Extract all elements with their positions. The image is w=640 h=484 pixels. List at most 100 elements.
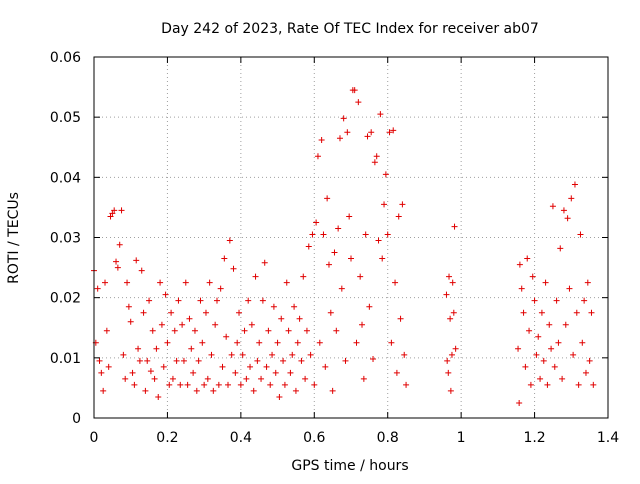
- data-point: [450, 309, 457, 316]
- data-point: [210, 387, 217, 394]
- data-point: [289, 351, 296, 358]
- data-point: [234, 339, 241, 346]
- data-point: [173, 357, 180, 364]
- data-point: [206, 279, 213, 286]
- data-point: [164, 339, 171, 346]
- data-point: [579, 339, 586, 346]
- data-point: [379, 255, 386, 262]
- data-point: [171, 327, 178, 334]
- data-point: [447, 315, 454, 322]
- data-point: [582, 369, 589, 376]
- data-point: [362, 231, 369, 238]
- data-point: [388, 339, 395, 346]
- data-point: [331, 249, 338, 256]
- data-point: [166, 381, 173, 388]
- data-point: [560, 207, 567, 214]
- x-tick-label: 1.2: [523, 430, 545, 446]
- data-point: [105, 363, 112, 370]
- data-point: [397, 315, 404, 322]
- data-point: [520, 309, 527, 316]
- y-tick-label: 0.06: [50, 50, 81, 66]
- data-point: [516, 261, 523, 268]
- data-point: [217, 285, 224, 292]
- data-point: [395, 213, 402, 220]
- data-point: [223, 333, 230, 340]
- data-point: [333, 327, 340, 334]
- data-point: [381, 201, 388, 208]
- data-point: [270, 303, 277, 310]
- data-point: [346, 213, 353, 220]
- data-point: [348, 255, 354, 262]
- data-point: [98, 369, 105, 376]
- data-point: [515, 345, 522, 352]
- data-point: [120, 351, 127, 358]
- data-point: [191, 327, 198, 334]
- data-point: [340, 115, 347, 122]
- y-tick-label: 0.02: [50, 291, 81, 307]
- data-point: [325, 261, 332, 268]
- data-point: [175, 297, 182, 304]
- data-point: [537, 375, 544, 382]
- data-point: [392, 279, 399, 286]
- data-point: [571, 181, 578, 188]
- x-tick-label: 0.4: [230, 430, 252, 446]
- data-point: [449, 279, 456, 286]
- data-point: [100, 387, 107, 394]
- data-point: [146, 297, 153, 304]
- data-point: [116, 241, 123, 248]
- data-point: [446, 273, 453, 280]
- data-point: [237, 381, 244, 388]
- data-point: [551, 363, 558, 370]
- data-point: [127, 318, 134, 325]
- data-point: [102, 279, 109, 286]
- data-point: [186, 315, 193, 322]
- x-tick-label: 0.2: [156, 430, 178, 446]
- y-tick-label: 0.04: [50, 170, 81, 186]
- data-point: [190, 369, 197, 376]
- data-point: [335, 225, 342, 232]
- data-point: [96, 357, 103, 364]
- data-point: [193, 387, 200, 394]
- data-point: [294, 339, 301, 346]
- data-point: [447, 387, 454, 394]
- data-point: [230, 265, 237, 272]
- y-tick-label: 0.03: [50, 231, 81, 247]
- data-point: [344, 129, 351, 136]
- data-point: [303, 327, 310, 334]
- data-point: [122, 375, 129, 382]
- data-point: [254, 357, 261, 364]
- data-point: [169, 375, 176, 382]
- data-point: [313, 219, 320, 226]
- y-tick-label: 0.05: [50, 110, 81, 126]
- data-point: [553, 297, 560, 304]
- data-point: [107, 213, 114, 220]
- data-point: [311, 381, 318, 388]
- data-point: [353, 339, 360, 346]
- data-point: [285, 327, 292, 334]
- data-point: [228, 351, 235, 358]
- data-point: [516, 399, 523, 406]
- data-point: [252, 273, 259, 280]
- data-point: [366, 303, 373, 310]
- data-point: [444, 357, 451, 364]
- data-point: [318, 137, 325, 144]
- axis-ticks: 0 0.2 0.4 0.6 0.8 1 1.2 1.4 0 0.01 0.02 0.03 0.04 0.0…: [50, 50, 619, 446]
- data-point: [373, 153, 380, 160]
- data-point: [377, 111, 384, 118]
- data-point: [557, 245, 564, 252]
- data-point: [184, 381, 191, 388]
- data-point: [133, 257, 140, 264]
- data-point: [243, 375, 250, 382]
- data-point: [538, 309, 545, 316]
- data-point: [269, 351, 276, 358]
- data-point: [118, 207, 125, 214]
- data-point: [564, 215, 571, 222]
- data-point: [188, 345, 195, 352]
- data-point: [307, 351, 314, 358]
- data-point: [201, 381, 208, 388]
- data-point: [149, 327, 156, 334]
- data-point: [155, 393, 162, 400]
- data-point: [590, 381, 597, 388]
- data-point: [368, 129, 375, 136]
